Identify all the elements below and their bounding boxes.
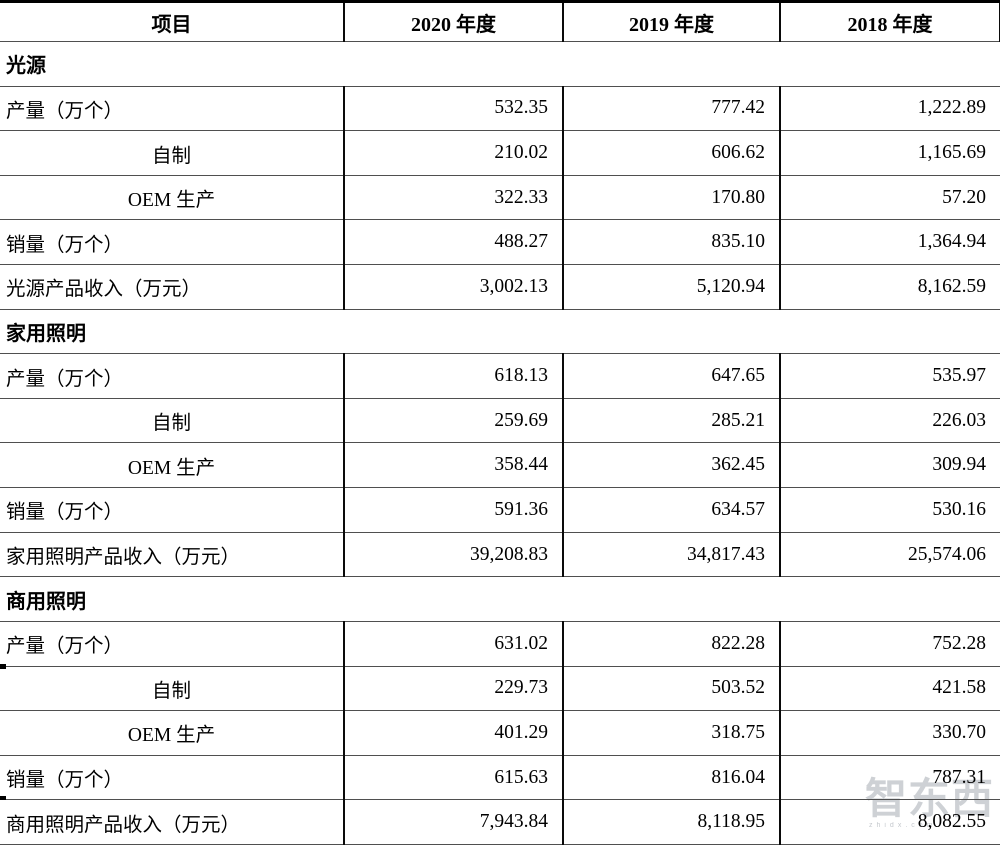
row-label: 销量（万个） [0,219,344,266]
value-cell: 1,222.89 [779,85,1000,132]
table-row: OEM 生产 401.29 318.75 330.70 [0,710,1000,756]
value-cell: 591.36 [343,487,563,533]
value-cell: 3,002.13 [343,264,563,310]
section-title: 商用照明 [0,576,1000,622]
value-cell: 226.03 [779,397,1000,444]
row-label: OEM 生产 [0,174,344,221]
value-cell: 606.62 [562,130,780,176]
value-cell: 777.42 [562,85,780,132]
value-cell: 5,120.94 [562,264,780,310]
value-cell: 488.27 [343,219,563,266]
section-title: 家用照明 [0,308,1000,355]
value-cell: 618.13 [343,353,563,399]
page-edge-artifact [0,796,6,800]
header-row: 项目 2020 年度 2019 年度 2018 年度 [0,1,1000,42]
value-cell: 318.75 [562,710,780,756]
page-edge-artifact [0,664,6,669]
table-row: 自制 210.02 606.62 1,165.69 [0,130,1000,176]
value-cell: 421.58 [779,665,1000,712]
table-row: 产量（万个） 631.02 822.28 752.28 [0,620,1000,667]
value-cell: 309.94 [779,442,1000,489]
value-cell: 787.31 [779,754,1000,801]
row-label: 产量（万个） [0,620,344,667]
row-label: OEM 生产 [0,710,344,756]
value-cell: 322.33 [343,174,563,221]
row-label: 自制 [0,130,344,176]
value-cell: 170.80 [562,174,780,221]
value-cell: 8,118.95 [562,799,780,845]
value-cell: 362.45 [562,442,780,489]
section-row: 光源 [0,41,1000,87]
value-cell: 57.20 [779,174,1000,221]
row-label: 销量（万个） [0,487,344,533]
table-row: 商用照明产品收入（万元） 7,943.84 8,118.95 8,082.55 [0,799,1000,845]
row-label: 销量（万个） [0,754,344,801]
header-2019: 2019 年度 [562,1,780,42]
value-cell: 822.28 [562,620,780,667]
table-header: 项目 2020 年度 2019 年度 2018 年度 [0,1,1000,42]
value-cell: 816.04 [562,754,780,801]
row-label: 商用照明产品收入（万元） [0,799,344,845]
table-body: 光源 产量（万个） 532.35 777.42 1,222.89 自制 210.02 606.… [0,41,1000,845]
row-label: 家用照明产品收入（万元） [0,531,344,578]
table-row: 销量（万个） 488.27 835.10 1,364.94 [0,219,1000,266]
value-cell: 503.52 [562,665,780,712]
row-label: 光源产品收入（万元） [0,264,344,310]
value-cell: 615.63 [343,754,563,801]
value-cell: 631.02 [343,620,563,667]
table-row: 产量（万个） 618.13 647.65 535.97 [0,353,1000,399]
row-label: 自制 [0,397,344,444]
section-title: 光源 [0,41,1000,87]
value-cell: 530.16 [779,487,1000,533]
value-cell: 8,082.55 [779,799,1000,845]
value-cell: 634.57 [562,487,780,533]
table-row: 光源产品收入（万元） 3,002.13 5,120.94 8,162.59 [0,264,1000,310]
section-row: 商用照明 [0,576,1000,622]
value-cell: 259.69 [343,397,563,444]
value-cell: 647.65 [562,353,780,399]
header-2020: 2020 年度 [343,1,563,42]
row-label: 自制 [0,665,344,712]
header-2018: 2018 年度 [779,1,1000,42]
table-row: 自制 229.73 503.52 421.58 [0,665,1000,712]
value-cell: 835.10 [562,219,780,266]
value-cell: 752.28 [779,620,1000,667]
value-cell: 34,817.43 [562,531,780,578]
value-cell: 8,162.59 [779,264,1000,310]
table-row: OEM 生产 322.33 170.80 57.20 [0,174,1000,221]
table-row: 销量（万个） 615.63 816.04 787.31 [0,754,1000,801]
value-cell: 358.44 [343,442,563,489]
value-cell: 532.35 [343,85,563,132]
table-row: 销量（万个） 591.36 634.57 530.16 [0,487,1000,533]
header-item: 项目 [0,1,344,42]
value-cell: 39,208.83 [343,531,563,578]
value-cell: 1,364.94 [779,219,1000,266]
value-cell: 535.97 [779,353,1000,399]
value-cell: 401.29 [343,710,563,756]
value-cell: 25,574.06 [779,531,1000,578]
row-label: OEM 生产 [0,442,344,489]
row-label: 产量（万个） [0,85,344,132]
row-label: 产量（万个） [0,353,344,399]
table-row: 产量（万个） 532.35 777.42 1,222.89 [0,85,1000,132]
value-cell: 285.21 [562,397,780,444]
value-cell: 330.70 [779,710,1000,756]
table-row: 自制 259.69 285.21 226.03 [0,397,1000,444]
value-cell: 210.02 [343,130,563,176]
table-row: OEM 生产 358.44 362.45 309.94 [0,442,1000,489]
table-row: 家用照明产品收入（万元） 39,208.83 34,817.43 25,574.06 [0,531,1000,578]
value-cell: 1,165.69 [779,130,1000,176]
value-cell: 7,943.84 [343,799,563,845]
section-row: 家用照明 [0,308,1000,355]
value-cell: 229.73 [343,665,563,712]
